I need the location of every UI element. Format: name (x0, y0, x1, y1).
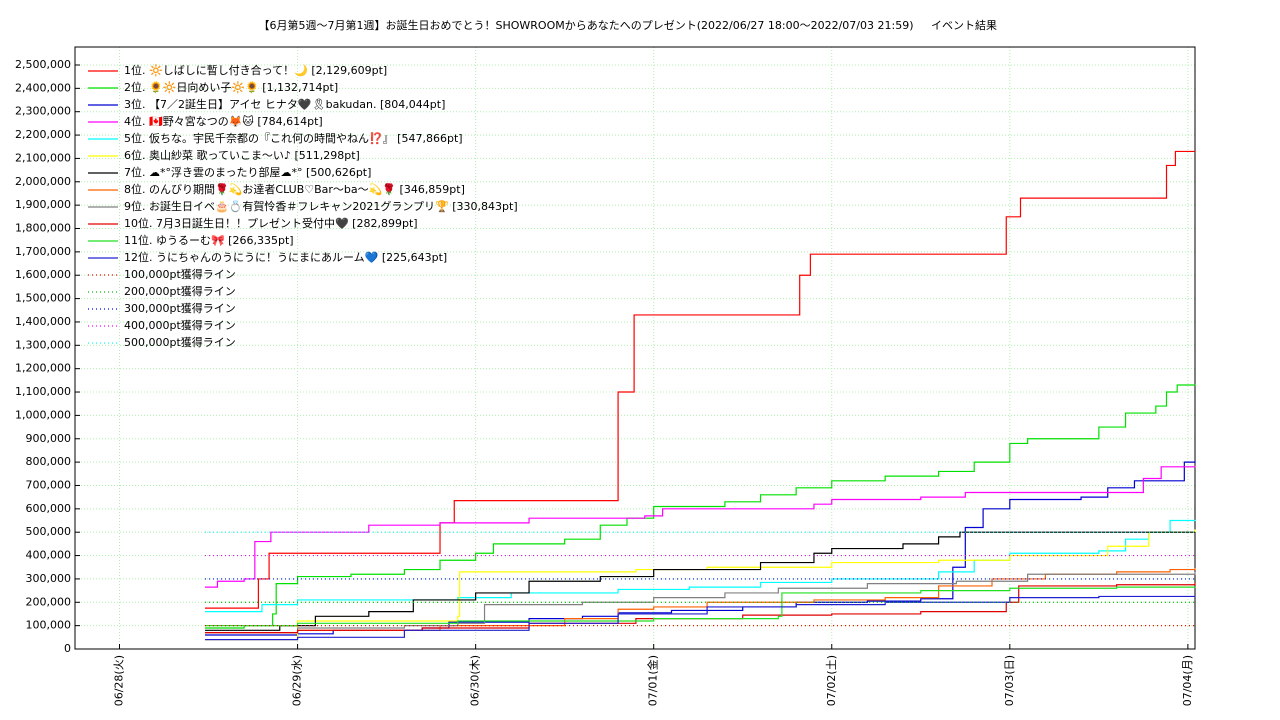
y-tick-label: 500,000 (26, 525, 72, 538)
y-tick-label: 0 (64, 642, 71, 655)
legend-label: 1位. 🔆しばしに暫し付き合って！🌙 [2,129,609pt] (124, 63, 387, 77)
series-line (204, 531, 1196, 631)
y-tick-label: 1,800,000 (15, 222, 71, 235)
y-tick-label: 200,000 (26, 595, 72, 608)
y-tick-label: 2,100,000 (15, 151, 71, 164)
y-tick-label: 600,000 (26, 502, 72, 515)
legend-label: 100,000pt獲得ライン (124, 268, 236, 281)
legend-label: 4位. 🇨🇦野々宮なつの🦊🐱 [784,614pt] (124, 114, 323, 128)
y-tick-label: 1,400,000 (15, 315, 71, 328)
y-tick-label: 300,000 (26, 572, 72, 585)
legend-label: 8位. のんびり期間🌹💫お達者CLUB♡Bar〜ba〜💫🌹 [346,859pt… (124, 182, 465, 197)
legend-label: 200,000pt獲得ライン (124, 285, 236, 298)
y-tick-label: 2,300,000 (15, 105, 71, 118)
legend-label: 12位. うにちゃんのうにうに！うにまにあルーム💙 [225,643pt] (124, 250, 447, 264)
y-tick-label: 2,400,000 (15, 81, 71, 94)
series-line (204, 586, 1196, 627)
series-line (204, 465, 1196, 588)
series-line (204, 461, 1196, 636)
y-tick-label: 1,200,000 (15, 362, 71, 375)
legend-label: 7位. ☁*°浮き雲のまったり部屋☁*° [500,626pt] (124, 165, 371, 179)
y-tick-label: 2,200,000 (15, 128, 71, 141)
x-tick-label: 06/29(水) (291, 655, 304, 706)
series-line (204, 567, 1196, 634)
legend-label: 2位. 🌻🔆日向めい子🔆🌻 [1,132,714pt] (124, 80, 338, 94)
legend-label: 9位. お誕生日イベ🎂💍有賀怜香＃フレキャン2021グランプリ🏆 [330,84… (124, 199, 518, 213)
y-tick-label: 1,500,000 (15, 292, 71, 305)
legend-label: 300,000pt獲得ライン (124, 302, 236, 315)
legend-label: 500,000pt獲得ライン (124, 336, 236, 349)
plot-frame (74, 46, 1196, 650)
chart-title: 【6月第5週～7月第1週】お誕生日おめでとう！SHOWROOMからあなたへのプレ… (258, 18, 913, 32)
y-tick-label: 1,000,000 (15, 408, 71, 421)
y-tick-label: 400,000 (26, 549, 72, 562)
series-line (204, 150, 1195, 609)
x-tick-label: 07/04(月) (1181, 655, 1194, 706)
x-tick-label: 07/03(日) (1003, 655, 1016, 706)
x-tick-label: 06/30(木) (469, 655, 482, 706)
series-line (204, 595, 1196, 641)
legend-label: 400,000pt獲得ライン (124, 319, 236, 332)
legend-label: 11位. ゆうるーむ🎀 [266,335pt] (124, 233, 294, 247)
y-tick-label: 800,000 (26, 455, 72, 468)
y-tick-label: 2,500,000 (15, 58, 71, 71)
x-tick-label: 07/02(土) (825, 655, 838, 706)
legend-label: 3位. 【7／2誕生日】アイセ ヒナタ🖤🎗bakudan. [804,044pt… (124, 97, 445, 111)
series-line (204, 529, 1196, 641)
y-tick-label: 100,000 (26, 619, 72, 632)
legend-label: 10位. 7月3日誕生日！！プレゼント受付中🖤 [282,899pt] (124, 216, 418, 230)
series-line (204, 384, 1196, 629)
y-tick-label: 900,000 (26, 432, 72, 445)
y-tick-label: 2,000,000 (15, 175, 71, 188)
y-tick-label: 1,900,000 (15, 198, 71, 211)
legend-label: 5位. 仮ちな。宇民千奈都の『これ何の時間やねん⁉️』 [547,866pt] (124, 131, 463, 145)
y-tick-label: 1,600,000 (15, 268, 71, 281)
x-tick-label: 07/01(金) (646, 655, 660, 706)
y-tick-label: 1,300,000 (15, 338, 71, 351)
x-tick-label: 06/28(火) (113, 655, 126, 706)
y-tick-label: 1,100,000 (15, 385, 71, 398)
series-line (204, 582, 1196, 634)
y-tick-label: 700,000 (26, 478, 72, 491)
y-tick-label: 1,700,000 (15, 245, 71, 258)
series-line (204, 571, 1196, 634)
legend-label: 6位. 奥山紗菜 歌っていこま〜い♪ [511,298pt] (124, 148, 360, 162)
chart-subtitle: イベント結果 (931, 18, 997, 32)
